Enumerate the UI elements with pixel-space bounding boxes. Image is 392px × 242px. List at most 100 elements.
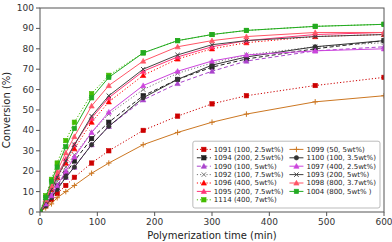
data-point	[49, 201, 55, 207]
x-tick-label: 100	[89, 217, 106, 227]
y-tick	[36, 48, 40, 49]
data-point	[141, 96, 145, 100]
series	[40, 32, 384, 212]
data-point	[209, 58, 214, 63]
series	[40, 40, 384, 212]
legend: 1091 (100, 2.5wt%)1094 (200, 2.5wt%)1090…	[193, 141, 380, 208]
series-line	[40, 32, 384, 212]
plot-area	[40, 22, 384, 212]
data-point	[210, 43, 214, 47]
data-point	[210, 32, 214, 36]
data-point	[72, 142, 77, 147]
series-line	[40, 49, 384, 212]
data-point	[313, 24, 317, 28]
data-point	[63, 169, 68, 174]
x-tick-label: 200	[146, 217, 163, 227]
data-point	[141, 67, 145, 71]
legend-label: 1092 (100, 7.5wt%)	[214, 171, 284, 179]
y-tick	[36, 130, 40, 131]
y-tick-label: 80	[23, 44, 35, 54]
legend-label: 1090 (100, 5wt%)	[214, 163, 277, 171]
legend-item: 1091 (100, 2.5wt%)	[197, 146, 284, 154]
legend-item: 1096 (400, 5wt%)	[197, 179, 277, 187]
data-point	[175, 69, 180, 74]
data-point	[175, 77, 179, 81]
legend-item: 1092 (100, 7.5wt%)	[197, 171, 284, 179]
x-tick	[97, 212, 98, 216]
data-point	[106, 109, 111, 114]
series	[40, 44, 384, 212]
legend-marker	[294, 180, 299, 185]
data-point	[107, 94, 111, 98]
data-point	[89, 170, 95, 176]
x-tick	[212, 212, 213, 216]
series-line	[40, 32, 384, 212]
legend-marker	[202, 198, 206, 202]
data-point	[55, 183, 60, 188]
data-point	[72, 154, 77, 159]
y-tick-label: 10	[23, 187, 35, 197]
y-tick	[36, 28, 40, 29]
series	[40, 93, 384, 212]
data-point	[72, 165, 76, 169]
data-point	[44, 196, 48, 200]
data-point	[244, 111, 250, 117]
data-point	[244, 38, 248, 42]
x-tick-label: 0	[37, 217, 43, 227]
data-point	[107, 124, 111, 128]
legend-item: 1100 (100, 3.5wt%)	[289, 154, 376, 162]
x-tick	[154, 212, 155, 216]
data-point	[313, 30, 318, 35]
data-point	[244, 34, 249, 39]
legend-marker	[201, 189, 206, 194]
legend-marker	[202, 156, 206, 160]
series	[40, 22, 384, 212]
y-tick-label: 90	[23, 23, 35, 33]
legend-marker	[294, 147, 300, 153]
data-point	[210, 63, 214, 67]
data-point	[64, 138, 68, 142]
data-point	[89, 130, 94, 135]
data-point	[175, 114, 179, 118]
data-point	[141, 128, 145, 132]
legend-marker	[294, 189, 298, 193]
y-tick-label: 70	[23, 64, 35, 74]
data-point	[106, 160, 112, 166]
data-point	[72, 134, 77, 139]
series-line	[40, 35, 384, 212]
data-point	[244, 28, 248, 32]
x-tick-label: 400	[261, 217, 278, 227]
data-point	[313, 48, 318, 53]
legend-marker	[201, 180, 206, 185]
data-point	[141, 83, 146, 88]
plot-frame	[40, 8, 384, 212]
series	[40, 30, 384, 212]
data-point	[244, 28, 248, 32]
legend-frame	[193, 141, 380, 208]
series-line	[40, 41, 384, 212]
y-axis-label: Conversion (%)	[1, 72, 12, 149]
data-point	[209, 69, 214, 74]
x-axis-label: Polymerization time (min)	[147, 230, 277, 241]
chart: 0100200300400500600010203040506070809010…	[0, 0, 392, 242]
data-point	[313, 83, 317, 87]
y-tick-label: 60	[23, 85, 35, 95]
data-point	[89, 114, 93, 118]
data-point	[175, 38, 179, 42]
legend-item: 1097 (400, 2.5wt%)	[289, 163, 376, 171]
data-point	[89, 136, 93, 140]
data-point	[244, 53, 248, 57]
data-point	[141, 87, 145, 91]
y-tick-label: 30	[23, 146, 35, 156]
data-point	[89, 96, 93, 100]
axes: 0100200300400500600010203040506070809010…	[17, 3, 392, 227]
series	[40, 46, 384, 212]
data-point	[312, 99, 318, 105]
data-point	[210, 32, 214, 36]
data-point	[209, 38, 214, 43]
series	[40, 75, 384, 212]
y-tick-label: 100	[17, 3, 34, 13]
data-point	[64, 175, 68, 179]
legend-label: 1093 (200, 5wt%)	[306, 171, 369, 179]
legend-label: 1097 (400, 2.5wt%)	[306, 163, 376, 171]
